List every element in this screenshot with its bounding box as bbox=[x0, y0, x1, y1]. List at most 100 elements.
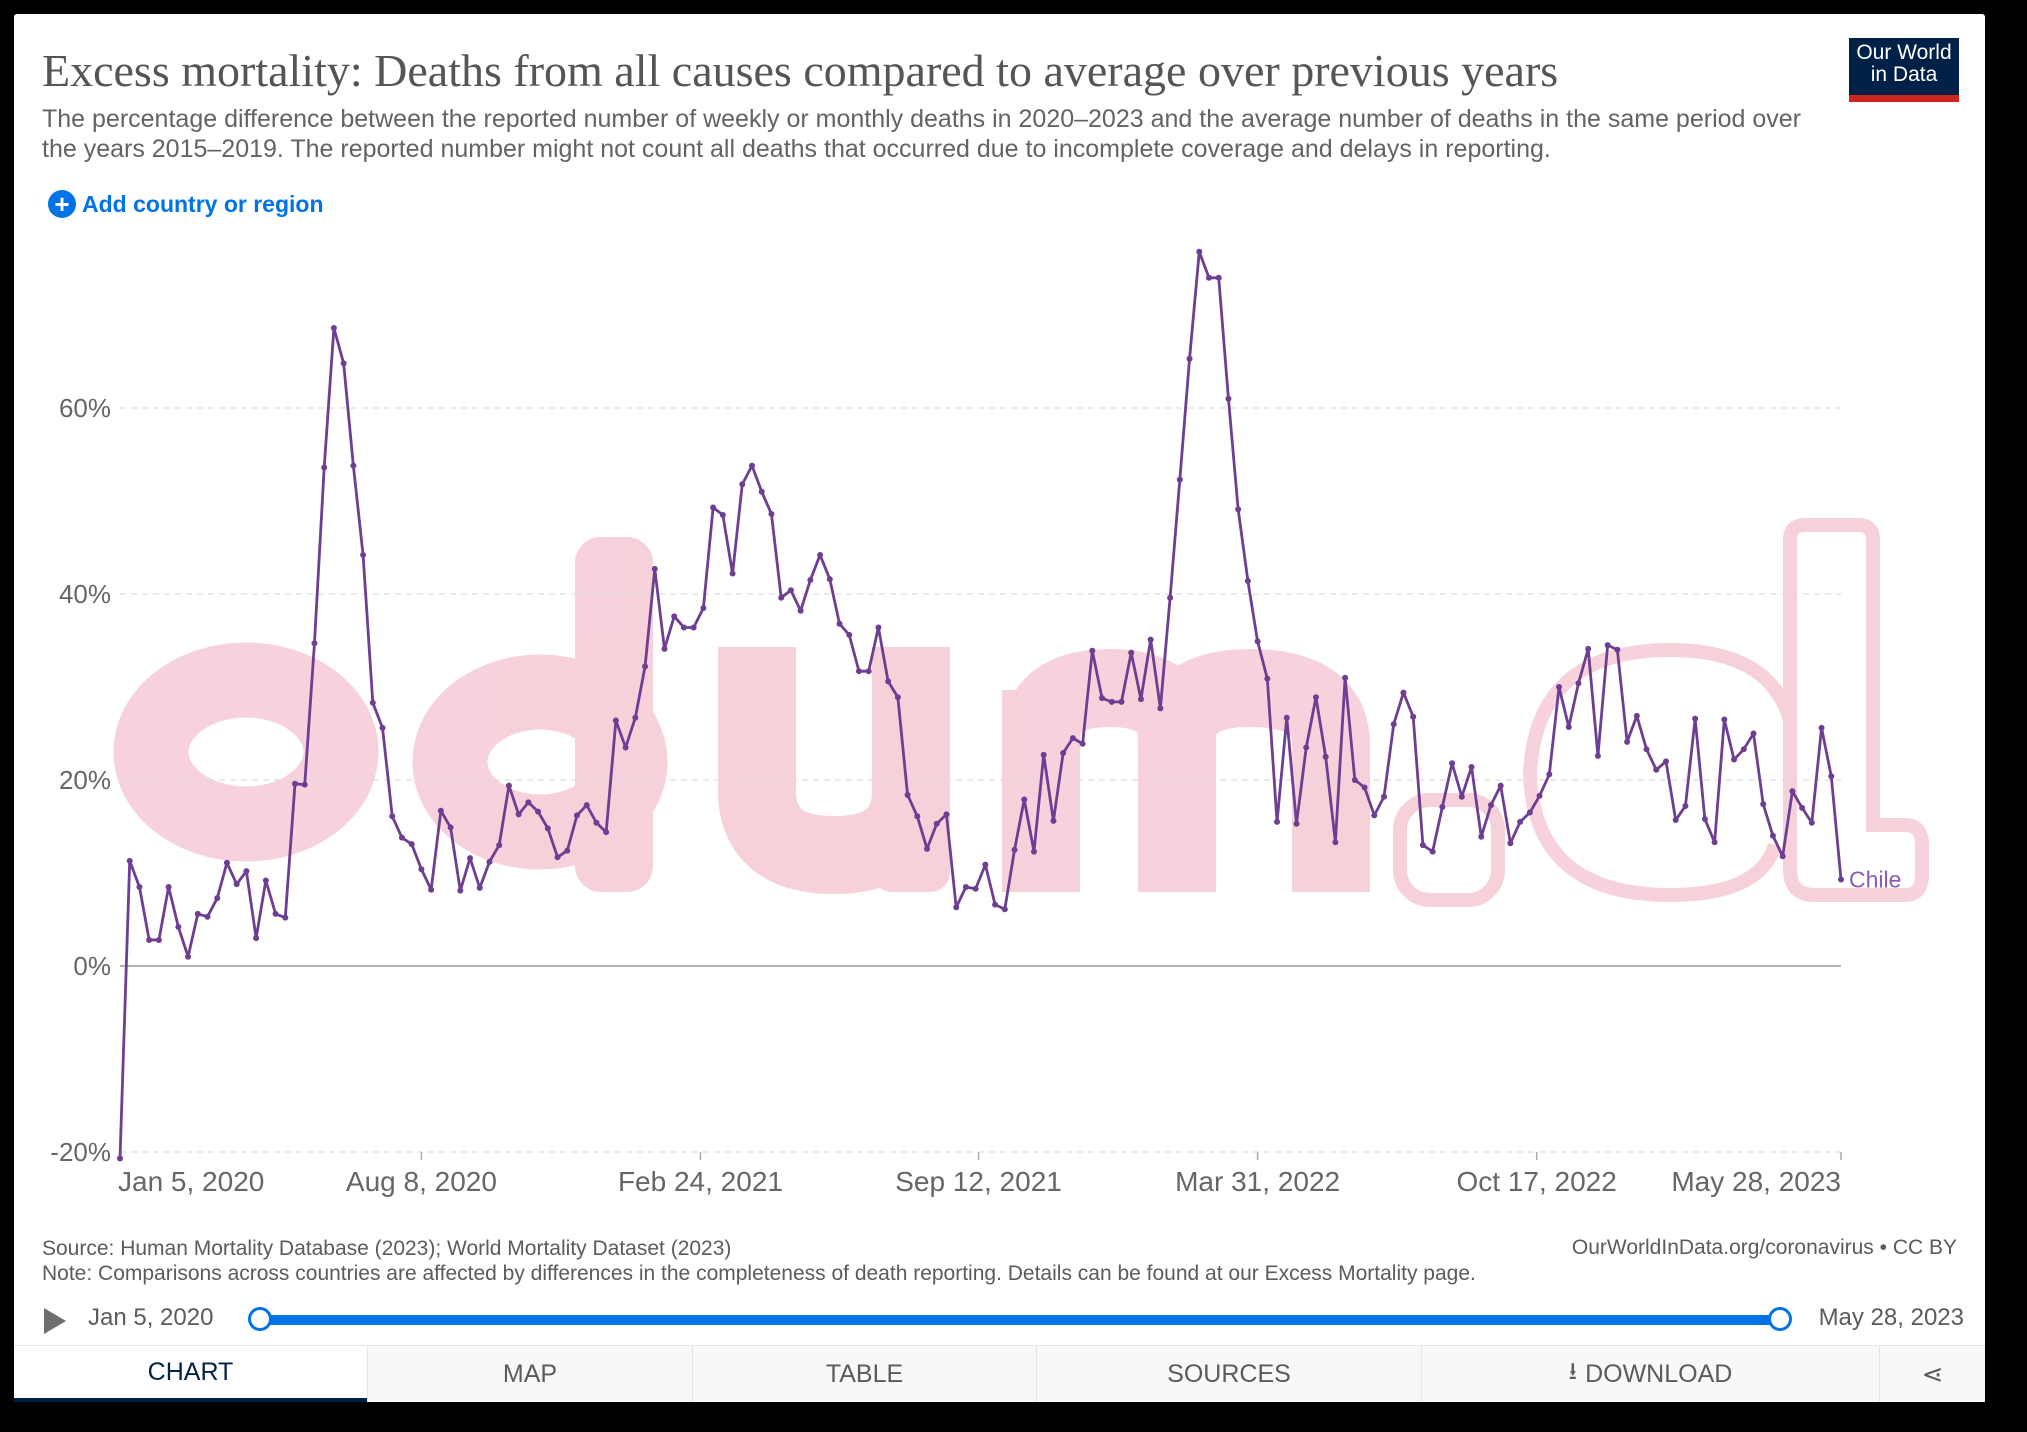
data-point bbox=[1128, 649, 1135, 656]
data-point bbox=[583, 802, 590, 809]
add-country-label: Add country or region bbox=[82, 190, 324, 217]
data-point bbox=[1536, 792, 1543, 799]
data-point bbox=[175, 923, 182, 930]
data-point bbox=[729, 570, 736, 577]
data-point bbox=[1799, 804, 1806, 811]
data-point bbox=[1205, 274, 1212, 281]
data-point bbox=[1760, 801, 1767, 808]
data-point bbox=[719, 511, 726, 518]
data-point bbox=[272, 910, 279, 917]
owid-logo[interactable]: Our World in Data bbox=[1849, 38, 1959, 102]
data-point bbox=[1838, 876, 1844, 883]
data-point bbox=[564, 847, 571, 854]
data-point bbox=[593, 819, 600, 826]
data-point bbox=[1604, 642, 1611, 649]
tab-download[interactable]: ⭳ DOWNLOAD bbox=[1421, 1346, 1879, 1402]
data-point bbox=[1633, 712, 1640, 719]
data-point bbox=[1099, 695, 1106, 702]
data-point bbox=[1332, 839, 1339, 846]
data-point bbox=[476, 884, 483, 891]
plus-circle-icon: + bbox=[48, 190, 76, 218]
data-point bbox=[1740, 746, 1747, 753]
data-point bbox=[826, 576, 833, 583]
data-point bbox=[1089, 647, 1096, 654]
tab-map[interactable]: MAP bbox=[367, 1346, 692, 1402]
data-point bbox=[573, 812, 580, 819]
add-country-button[interactable]: + Add country or region bbox=[48, 190, 324, 218]
data-point bbox=[1769, 832, 1776, 839]
logo-line-1: Our World bbox=[1856, 41, 1952, 64]
data-point bbox=[1478, 833, 1485, 840]
data-point bbox=[544, 825, 551, 832]
data-point bbox=[749, 462, 756, 469]
data-point bbox=[155, 936, 162, 943]
tab-table[interactable]: TABLE bbox=[692, 1346, 1036, 1402]
data-point bbox=[671, 613, 678, 620]
source-text: Source: Human Mortality Database (2023);… bbox=[42, 1237, 732, 1260]
data-point bbox=[875, 624, 882, 631]
data-point bbox=[1731, 756, 1738, 763]
data-point bbox=[778, 594, 785, 601]
data-point bbox=[1322, 753, 1329, 760]
data-point bbox=[1750, 730, 1757, 737]
data-point bbox=[1468, 763, 1475, 770]
tab-chart[interactable]: CHART bbox=[14, 1346, 367, 1402]
data-point bbox=[1342, 674, 1349, 681]
data-point bbox=[408, 841, 415, 848]
y-tick-label: 60% bbox=[59, 393, 111, 423]
watermark-odum-cl bbox=[113, 518, 1929, 907]
data-point bbox=[1283, 714, 1290, 721]
data-point bbox=[1040, 751, 1047, 758]
data-point bbox=[360, 551, 367, 558]
series-line-chile bbox=[118, 250, 1843, 1159]
data-point bbox=[418, 866, 425, 873]
data-point bbox=[894, 694, 901, 701]
data-point bbox=[253, 935, 260, 942]
data-point bbox=[1351, 777, 1358, 783]
y-tick-label: -20% bbox=[50, 1137, 111, 1167]
data-point bbox=[525, 799, 532, 806]
x-tick-label: Oct 17, 2022 bbox=[1456, 1166, 1616, 1197]
data-point bbox=[292, 780, 299, 787]
data-point bbox=[1458, 793, 1465, 800]
data-point bbox=[1079, 740, 1086, 747]
data-point bbox=[505, 782, 512, 789]
data-point bbox=[642, 663, 649, 670]
data-point bbox=[457, 887, 464, 894]
data-point bbox=[1167, 594, 1174, 601]
data-point bbox=[1643, 746, 1650, 753]
data-point bbox=[126, 857, 133, 864]
data-point bbox=[1011, 846, 1018, 853]
timeline-start-handle[interactable] bbox=[248, 1307, 272, 1331]
data-point bbox=[282, 914, 289, 921]
share-button[interactable]: ⋖ bbox=[1879, 1346, 1985, 1402]
play-icon[interactable] bbox=[44, 1308, 66, 1334]
data-point bbox=[1672, 816, 1679, 823]
logo-line-2: in Data bbox=[1870, 63, 1938, 86]
data-point bbox=[632, 714, 639, 721]
data-point bbox=[554, 854, 561, 861]
x-tick-label: Sep 12, 2021 bbox=[895, 1166, 1062, 1197]
data-point bbox=[982, 861, 989, 868]
timeline: Jan 5, 2020 May 28, 2023 bbox=[44, 1302, 1974, 1338]
data-point bbox=[204, 913, 211, 920]
tab-sources[interactable]: SOURCES bbox=[1036, 1346, 1421, 1402]
data-point bbox=[117, 1155, 123, 1162]
data-point bbox=[953, 904, 960, 911]
data-point bbox=[710, 504, 717, 511]
data-point bbox=[787, 587, 794, 594]
data-point bbox=[214, 895, 221, 902]
watermark-letter-l bbox=[1783, 518, 1929, 902]
data-point bbox=[817, 551, 824, 558]
data-point bbox=[924, 845, 931, 852]
timeline-end-handle[interactable] bbox=[1768, 1307, 1792, 1331]
data-point bbox=[768, 511, 775, 518]
data-point bbox=[1390, 721, 1397, 728]
data-point bbox=[1147, 636, 1154, 643]
note-text[interactable]: Note: Comparisons across countries are a… bbox=[42, 1262, 1476, 1285]
data-point bbox=[1546, 771, 1553, 778]
data-point bbox=[1381, 793, 1388, 800]
data-point bbox=[1001, 906, 1008, 913]
timeline-track[interactable] bbox=[260, 1315, 1780, 1325]
credit-link[interactable]: OurWorldInData.org/coronavirus • CC BY bbox=[1571, 1236, 1957, 1259]
